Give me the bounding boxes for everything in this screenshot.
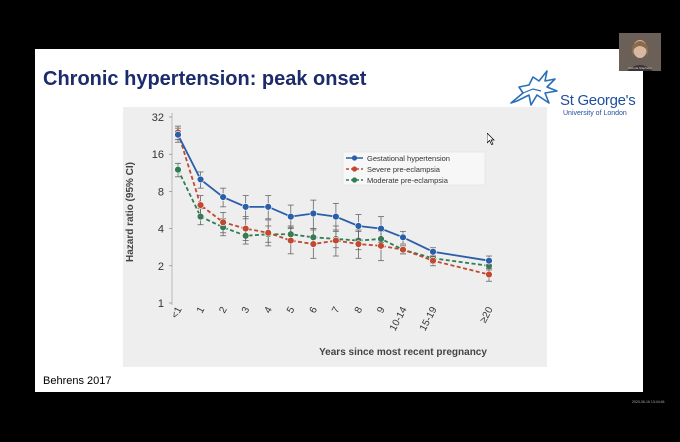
recording-timestamp: 2020-06-16 13:44:46 xyxy=(632,400,665,404)
participant-avatar xyxy=(619,33,661,71)
participant-video-tile[interactable]: Victoria Stephens xyxy=(619,33,661,71)
citation-text: Behrens 2017 xyxy=(43,375,112,387)
presentation-slide: Chronic hypertension: peak onset St Geor… xyxy=(35,49,643,392)
logo-name: St George's xyxy=(560,92,636,109)
participant-name: Victoria Stephens xyxy=(628,66,652,70)
slide-title: Chronic hypertension: peak onset xyxy=(43,68,367,90)
dragon-emblem-icon xyxy=(510,70,558,106)
university-logo: St George's University of London xyxy=(505,65,636,125)
mouse-cursor-icon xyxy=(487,133,495,145)
chart-panel xyxy=(123,107,547,367)
logo-subtitle: University of London xyxy=(563,110,627,117)
